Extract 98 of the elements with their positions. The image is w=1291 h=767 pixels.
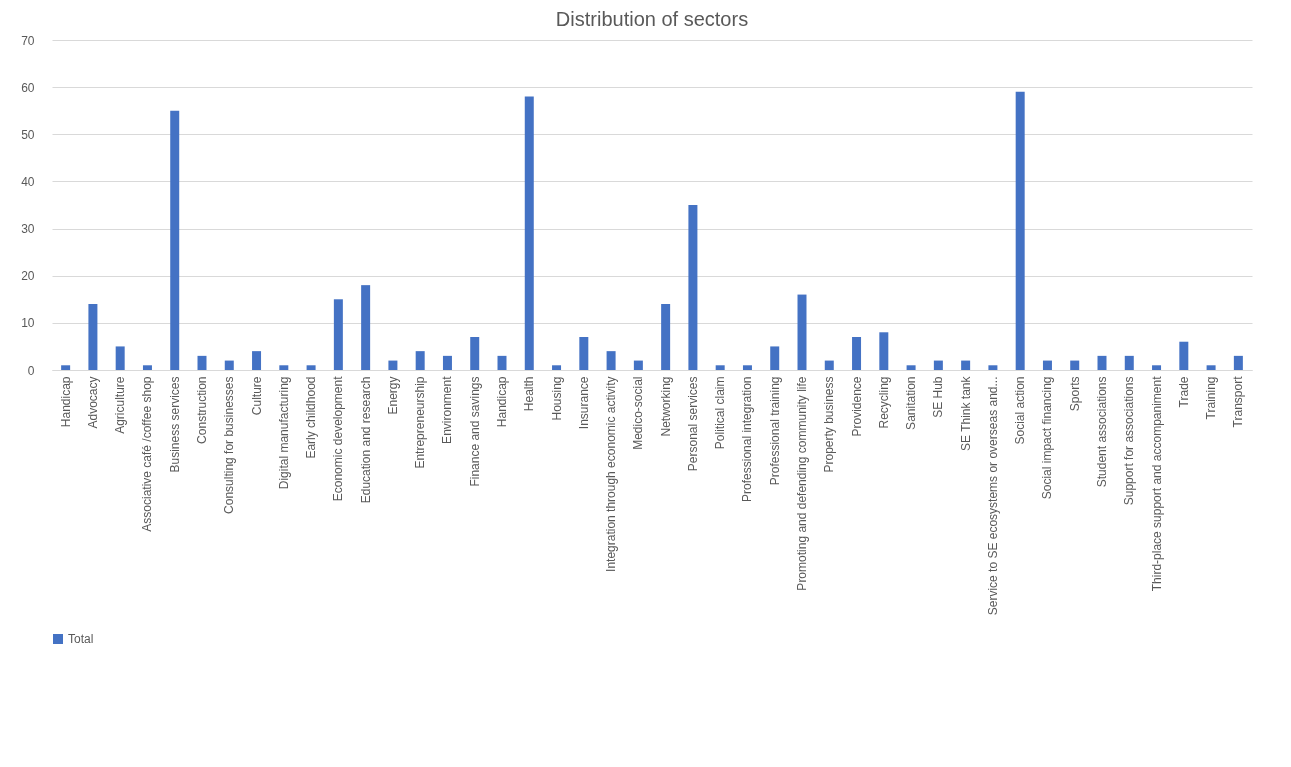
- bar: [579, 337, 589, 370]
- bar: [742, 365, 752, 370]
- x-tick-label: Social impact financing: [1040, 376, 1055, 500]
- bar: [906, 365, 916, 370]
- bar: [115, 346, 125, 370]
- bar: [770, 346, 780, 370]
- y-tick-label: 0: [27, 363, 35, 378]
- y-tick-label: 20: [21, 269, 35, 284]
- x-tick-label: Political claim: [713, 376, 728, 450]
- x-tick-label: Property business: [822, 376, 837, 473]
- y-tick-label: 70: [21, 33, 35, 48]
- bar: [1097, 355, 1107, 370]
- bar: [306, 365, 316, 370]
- x-tick-label: Professional integration: [740, 376, 755, 502]
- x-tick-label: Third-place support and accompaniment: [1149, 375, 1164, 592]
- x-tick-label: Handicap: [495, 376, 509, 428]
- x-tick-label: Digital manufacturing: [276, 376, 291, 490]
- bar: [415, 351, 425, 370]
- x-tick-label: Social action: [1013, 376, 1028, 445]
- x-tick-label: Trade: [1176, 376, 1191, 408]
- x-tick-label: Sanitation: [904, 376, 919, 430]
- bar: [1233, 355, 1243, 370]
- bar: [933, 360, 943, 370]
- x-tick-label: Housing: [549, 376, 564, 421]
- x-tick-label: Education and research: [358, 376, 373, 504]
- x-tick-label: Entrepreneurship: [413, 376, 428, 469]
- x-tick-label: Finance and savings: [467, 376, 482, 487]
- x-tick-label: Networking: [658, 376, 673, 437]
- x-tick-label: Providence: [849, 376, 864, 437]
- bar: [442, 355, 452, 370]
- x-tick-label: SE Hub: [931, 376, 946, 418]
- bar: [1124, 355, 1134, 370]
- y-tick-label: 60: [21, 80, 35, 95]
- x-tick-label: Personal services: [685, 376, 700, 472]
- x-tick-label: Agriculture: [113, 376, 128, 434]
- x-tick-label: Promoting and defending community life: [795, 376, 809, 591]
- y-tick-label: 40: [21, 174, 35, 189]
- bar: [688, 205, 698, 370]
- bar: [61, 365, 71, 370]
- x-tick-label: Support for associations: [1122, 376, 1137, 506]
- x-tick-label: Service to SE ecosystems or overseas and...: [985, 376, 1000, 616]
- bar: [988, 365, 998, 370]
- x-tick-label: Transport: [1231, 375, 1246, 428]
- bar: [224, 360, 234, 370]
- bar: [824, 360, 834, 370]
- bar: [470, 337, 480, 370]
- x-tick-label: Early childhood: [304, 376, 319, 459]
- x-tick-label: Training: [1204, 376, 1219, 420]
- x-tick-label: Associative café /coffee shop: [140, 376, 155, 532]
- x-tick-label: Advocacy: [85, 376, 100, 429]
- x-tick-label: Handicap: [58, 376, 73, 428]
- bar: [197, 355, 207, 370]
- bar: [388, 360, 398, 370]
- bar: [797, 294, 807, 370]
- bar: [1206, 365, 1216, 370]
- x-tick-label: Health: [522, 376, 537, 412]
- bar: [606, 351, 616, 370]
- bar: [1179, 341, 1189, 370]
- bar: [252, 351, 262, 370]
- bar: [524, 96, 534, 370]
- x-tick-label: Business services: [167, 376, 182, 473]
- x-tick-label: Integration through economic activity: [604, 376, 619, 572]
- x-tick-label: Insurance: [576, 376, 591, 430]
- bar: [142, 365, 152, 370]
- bar: [279, 365, 289, 370]
- bar: [170, 110, 180, 370]
- bar: [361, 285, 371, 370]
- legend-label: Total: [68, 632, 94, 646]
- x-tick-label: Sports: [1067, 376, 1082, 412]
- x-tick-label: Economic development: [331, 375, 346, 502]
- bar: [1015, 91, 1025, 370]
- bar: [852, 337, 862, 370]
- x-tick-label: Consulting for businesses: [222, 376, 237, 514]
- x-tick-label: Energy: [385, 376, 400, 415]
- bar: [715, 365, 725, 370]
- bar: [633, 360, 643, 370]
- bar: [88, 304, 98, 370]
- bar: [961, 360, 971, 370]
- y-tick-label: 50: [21, 127, 35, 142]
- bar: [661, 304, 671, 370]
- x-tick-label: Recycling: [876, 376, 891, 429]
- bar: [1042, 360, 1052, 370]
- x-tick-label: Construction: [195, 376, 209, 444]
- bar: [333, 299, 343, 370]
- x-tick-label: Environment: [440, 375, 455, 444]
- x-tick-label: Medico-social: [631, 376, 646, 450]
- bar: [1070, 360, 1080, 370]
- bar: [552, 365, 562, 370]
- y-tick-label: 10: [21, 316, 35, 331]
- x-tick-label: Culture: [249, 376, 264, 416]
- x-tick-label: SE Think tank: [958, 375, 973, 451]
- bar: [1152, 365, 1162, 370]
- chart-title: Distribution of sectors: [555, 8, 749, 30]
- bar: [497, 355, 507, 370]
- y-tick-label: 30: [21, 222, 35, 237]
- x-tick-label: Student associations: [1095, 376, 1109, 488]
- x-tick-label: Professional training: [767, 376, 782, 486]
- bar: [879, 332, 889, 370]
